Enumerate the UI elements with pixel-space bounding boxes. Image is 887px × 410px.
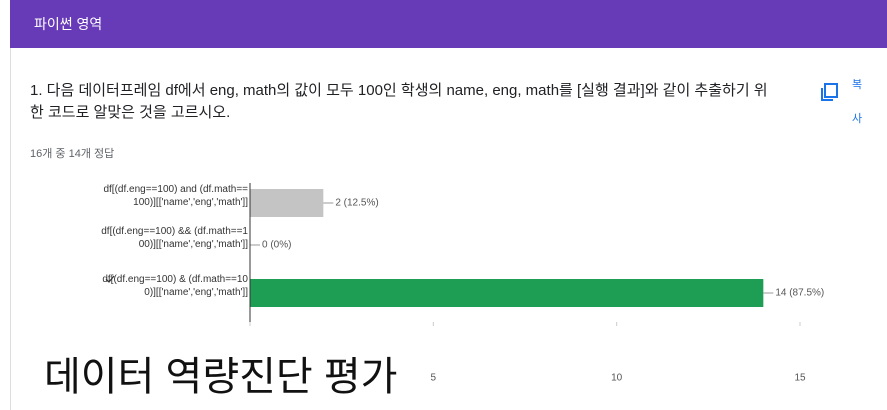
value-label: 0 (0%)	[262, 240, 291, 251]
caption: 데이터 역량진단 평가	[30, 340, 416, 410]
x-tick-label: 10	[611, 373, 623, 384]
category-label: df[(df.eng==100) and (df.math==100)][['n…	[103, 184, 248, 208]
card	[10, 48, 886, 410]
category-label: df[(df.eng==100) && (df.math==100)][['na…	[101, 226, 248, 250]
header: 파이썬 영역	[10, 0, 887, 48]
value-label: 14 (87.5%)	[775, 288, 824, 299]
check-icon	[105, 275, 115, 283]
copy-icon[interactable]	[820, 82, 840, 102]
bar	[250, 189, 324, 217]
question-text: 1. 다음 데이터프레임 df에서 eng, math의 값이 모두 100인 …	[30, 82, 768, 121]
summary: 16개 중 14개 정답	[30, 148, 115, 160]
value-label: 2 (12.5%)	[335, 198, 378, 209]
copy-label[interactable]: 복사	[852, 79, 863, 125]
x-tick-label: 5	[431, 373, 437, 384]
x-tick-label: 15	[794, 373, 806, 384]
bar	[250, 279, 764, 307]
category-label: df[(df.eng==100) & (df.math==100)][['nam…	[102, 274, 248, 298]
